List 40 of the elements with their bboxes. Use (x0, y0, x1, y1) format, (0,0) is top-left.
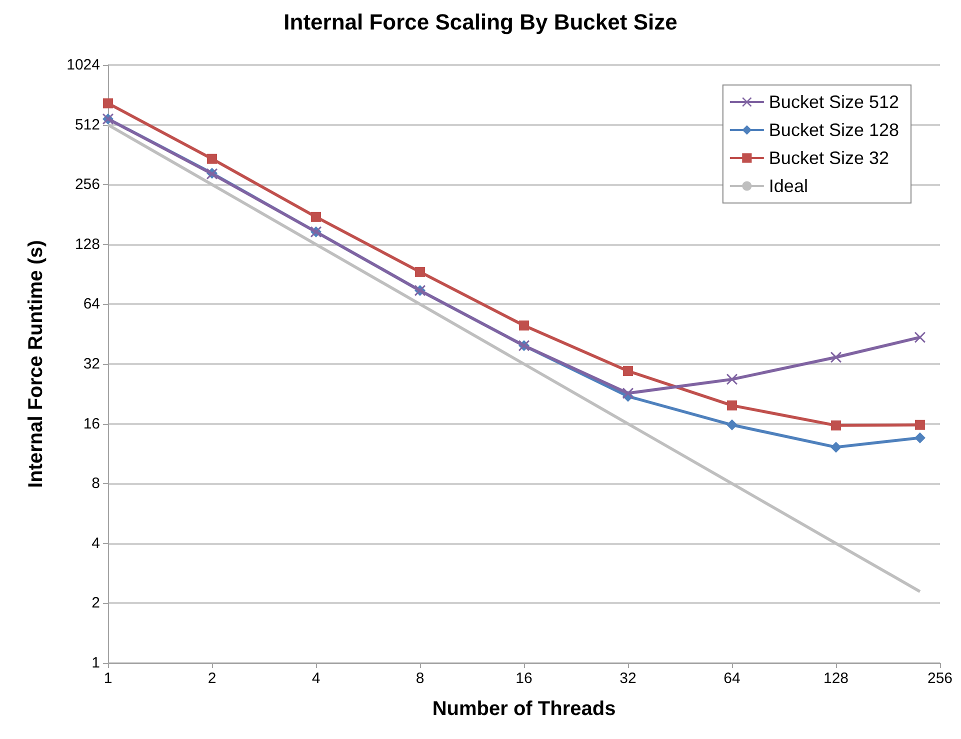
point (207, 154, 217, 164)
y-tick-label: 1024 (66, 56, 100, 74)
x-tick-label: 128 (823, 670, 849, 687)
y-tick-label: 256 (74, 176, 100, 194)
x-tick-label: 32 (620, 670, 636, 687)
x-tick-label: 256 (927, 670, 953, 687)
point (726, 419, 738, 430)
point (103, 98, 113, 108)
x-tick-label: 2 (208, 670, 216, 687)
point (830, 352, 842, 363)
y-axis-title: Internal Force Runtime (s) (25, 240, 47, 488)
x-tick-label: 4 (312, 670, 320, 687)
point (519, 320, 529, 330)
y-tick-label: 64 (83, 296, 100, 313)
x-tick-label: 64 (724, 670, 740, 687)
y-tick-label: 32 (83, 356, 100, 372)
y-tick-label: 8 (92, 475, 100, 492)
point (311, 212, 321, 222)
x-tick-label: 8 (416, 670, 424, 687)
legend-label: Ideal (768, 176, 808, 196)
x-tick-label: 1 (104, 670, 112, 687)
legend-label: Bucket Size 512 (768, 92, 899, 112)
point (727, 400, 737, 410)
y-tick-label: 4 (92, 534, 100, 552)
x-axis-title: Number of Threads (432, 698, 616, 720)
point (623, 366, 633, 376)
y-tick-label: 16 (83, 415, 100, 432)
y-tick-label: 128 (74, 236, 100, 253)
point (831, 420, 841, 430)
point (622, 388, 634, 399)
point (726, 374, 738, 385)
legend-label: Bucket Size 32 (768, 148, 889, 168)
x-tick-label: 16 (516, 670, 532, 687)
legend-label: Bucket Size 128 (768, 120, 899, 140)
y-tick-label: 2 (92, 594, 100, 612)
point (830, 442, 842, 453)
point (415, 266, 425, 277)
y-tick-label: 512 (74, 116, 100, 134)
y-tick-label: 1 (92, 654, 100, 672)
chart-title: Internal Force Scaling By Bucket Size (284, 10, 678, 34)
